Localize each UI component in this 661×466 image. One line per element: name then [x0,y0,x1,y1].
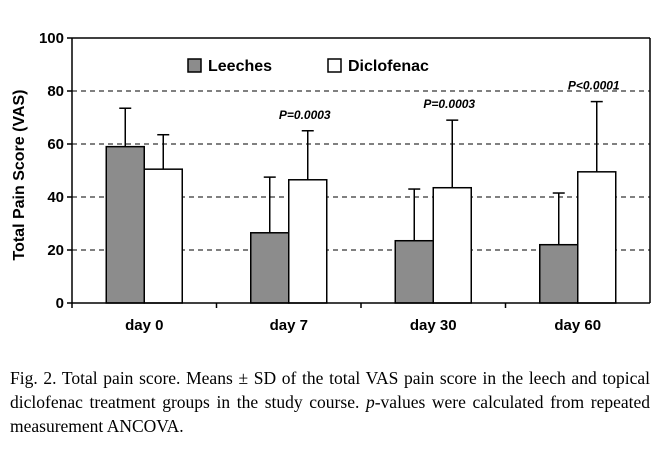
y-tick-label: 60 [47,136,64,153]
annotations: P=0.0003 P=0.0003 P<0.0001 [279,79,620,122]
figure-caption: Fig. 2. Total pain score. Means ± SD of … [10,366,650,438]
legend: Leeches Diclofenac [187,58,429,75]
bar-diclofenac-day-0 [143,168,183,304]
axes: 0 20 40 60 80 100 day 0 day 7 day 30 day 60 [39,30,651,334]
y-tick-label: 20 [47,242,64,259]
legend-label-diclofenac: Diclofenac [348,58,429,75]
legend-swatch-leeches [187,58,202,73]
bar-leeches-day-7 [250,232,290,304]
y-tick-label: 80 [47,83,64,100]
bar-diclofenac-day-30 [432,186,472,304]
y-tick-label: 100 [39,30,64,47]
legend-label-leeches: Leeches [208,58,272,75]
x-tick-label: day 0 [125,317,163,334]
x-tick-label: day 7 [270,317,308,334]
caption-text: Fig. 2. Total pain score. Means ± SD of … [10,368,655,412]
bar-diclofenac-day-7 [288,179,328,304]
x-tick-label: day 30 [410,317,457,334]
p-value-annotation: P<0.0001 [568,79,620,93]
bar-chart: Total Pain Score (VAS) 0 20 40 60 80 100 day 0… [11,30,651,334]
y-axis-title: Total Pain Score (VAS) [11,90,28,261]
caption-p-italic: p [365,392,375,412]
bar-leeches-day-30 [394,239,434,304]
legend-swatch-diclofenac [327,58,342,73]
bar-leeches-day-60 [539,243,579,304]
x-tick-label: day 60 [554,317,601,334]
bar-diclofenac-day-60 [577,171,617,304]
y-tick-label: 40 [47,189,64,206]
y-tick-label: 0 [56,295,64,312]
bars [105,100,617,304]
bar-leeches-day-0 [105,145,145,304]
caption-suffix: -values were calculated from repeated me… [10,392,655,436]
p-value-annotation: P=0.0003 [423,97,475,111]
p-value-annotation: P=0.0003 [279,108,331,122]
